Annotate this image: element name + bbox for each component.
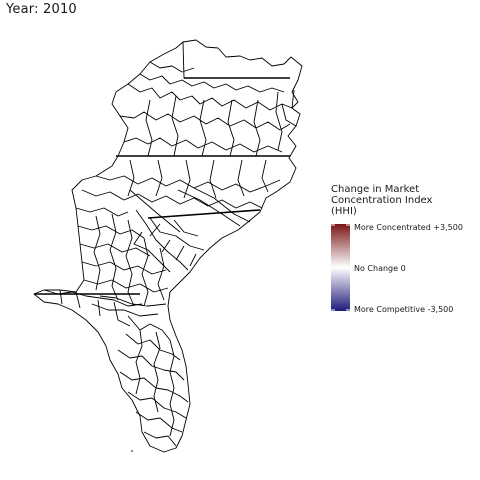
county-lines	[81, 159, 281, 233]
county-lines	[116, 41, 297, 157]
legend-color-bar	[331, 224, 350, 311]
region-outline	[33, 39, 303, 453]
legend-label-mid: No Change 0	[354, 264, 406, 273]
legend: Change in Market Concentration Index (HH…	[331, 184, 476, 320]
county-lines	[133, 209, 205, 273]
legend-label-high: More Concentrated +3,500	[354, 223, 463, 232]
legend-label-low: More Competitive -3,500	[354, 305, 454, 314]
county-lines	[75, 207, 169, 317]
legend-title: Change in Market Concentration Index (HH…	[331, 184, 433, 217]
outer-boundary	[33, 39, 303, 453]
map-title: Year: 2010	[6, 2, 77, 17]
state-borders	[34, 77, 290, 295]
county-lines	[43, 289, 189, 447]
